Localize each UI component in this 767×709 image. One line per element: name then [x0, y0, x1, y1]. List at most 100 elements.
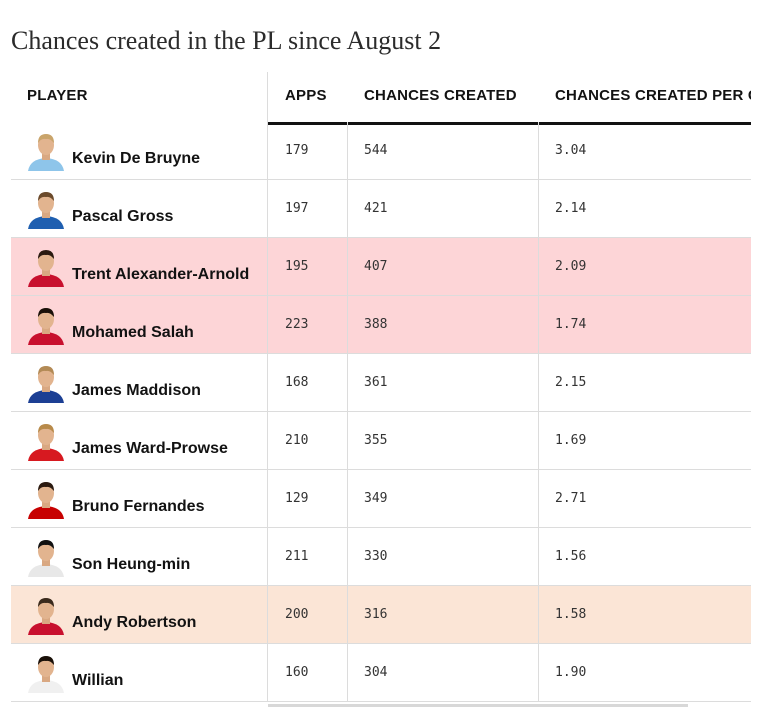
player-avatar — [26, 189, 66, 229]
player-cell: Son Heung-min — [11, 528, 268, 585]
column-divider — [347, 238, 348, 295]
player-cell: Kevin De Bruyne — [11, 122, 268, 179]
table-row: Mohamed Salah 223 388 1.74 — [11, 296, 751, 354]
column-divider — [347, 180, 348, 237]
chances-created-cell: 316 — [364, 607, 388, 622]
apps-cell: 211 — [285, 549, 309, 564]
chances-created-cell: 330 — [364, 549, 388, 564]
player-cell: Pascal Gross — [11, 180, 268, 237]
chances-per-game-cell: 1.58 — [555, 607, 587, 622]
column-divider — [538, 122, 539, 179]
table-row: James Maddison 168 361 2.15 — [11, 354, 751, 412]
column-divider — [347, 586, 348, 643]
column-divider — [347, 412, 348, 469]
stats-cells: 223 388 1.74 — [268, 296, 751, 353]
player-name: Willian — [72, 672, 124, 689]
apps-cell: 160 — [285, 665, 309, 680]
player-cell: Mohamed Salah — [11, 296, 268, 353]
column-header-chances-per-game[interactable]: CHANCES CREATED PER GAME — [555, 87, 751, 104]
stats-table: PLAYER APPS CHANCES CREATED CHANCES CREA… — [11, 72, 751, 709]
player-name: Kevin De Bruyne — [72, 150, 201, 167]
apps-cell: 223 — [285, 317, 309, 332]
column-divider — [538, 586, 539, 643]
page-title: Chances created in the PL since August 2 — [11, 26, 442, 55]
player-avatar — [26, 537, 66, 577]
chances-per-game-cell: 2.71 — [555, 491, 587, 506]
stats-cells: 160 304 1.90 — [268, 644, 751, 701]
column-header-apps[interactable]: APPS — [285, 87, 327, 104]
column-header-chances-created[interactable]: CHANCES CREATED — [364, 87, 517, 104]
stats-cells: 211 330 1.56 — [268, 528, 751, 585]
column-header-player[interactable]: PLAYER — [27, 87, 88, 104]
column-divider — [538, 412, 539, 469]
chances-created-cell: 544 — [364, 143, 388, 158]
column-divider — [347, 528, 348, 585]
chances-per-game-cell: 3.04 — [555, 143, 587, 158]
apps-cell: 129 — [285, 491, 309, 506]
player-cell: Trent Alexander-Arnold — [11, 238, 268, 295]
chances-created-cell: 361 — [364, 375, 388, 390]
player-avatar — [26, 421, 66, 461]
column-divider — [538, 528, 539, 585]
player-cell: James Maddison — [11, 354, 268, 411]
column-divider — [538, 238, 539, 295]
apps-cell: 197 — [285, 201, 309, 216]
apps-cell: 200 — [285, 607, 309, 622]
chances-per-game-cell: 2.09 — [555, 259, 587, 274]
player-cell: Andy Robertson — [11, 586, 268, 643]
table-row: Andy Robertson 200 316 1.58 — [11, 586, 751, 644]
player-avatar — [26, 305, 66, 345]
column-divider — [347, 470, 348, 527]
chances-created-cell: 421 — [364, 201, 388, 216]
column-divider — [347, 122, 348, 179]
apps-cell: 179 — [285, 143, 309, 158]
table-row: Bruno Fernandes 129 349 2.71 — [11, 470, 751, 528]
table-header: PLAYER APPS CHANCES CREATED CHANCES CREA… — [11, 72, 751, 125]
apps-cell: 168 — [285, 375, 309, 390]
stats-cells: 200 316 1.58 — [268, 586, 751, 643]
player-name: Mohamed Salah — [72, 324, 194, 341]
column-divider — [538, 296, 539, 353]
table-row: Son Heung-min 211 330 1.56 — [11, 528, 751, 586]
horizontal-scrollbar[interactable] — [268, 704, 688, 707]
column-divider — [538, 644, 539, 701]
stats-cells: 179 544 3.04 — [268, 122, 751, 179]
player-avatar — [26, 479, 66, 519]
player-name: Bruno Fernandes — [72, 498, 205, 515]
player-cell: Bruno Fernandes — [11, 470, 268, 527]
chances-per-game-cell: 1.56 — [555, 549, 587, 564]
column-divider — [347, 354, 348, 411]
stats-cells: 197 421 2.14 — [268, 180, 751, 237]
stats-cells: 195 407 2.09 — [268, 238, 751, 295]
table-row: Trent Alexander-Arnold 195 407 2.09 — [11, 238, 751, 296]
apps-cell: 210 — [285, 433, 309, 448]
column-divider — [538, 180, 539, 237]
column-divider — [347, 644, 348, 701]
chances-created-cell: 355 — [364, 433, 388, 448]
player-name: Andy Robertson — [72, 614, 197, 631]
chances-per-game-cell: 1.74 — [555, 317, 587, 332]
column-divider — [347, 296, 348, 353]
player-name: Son Heung-min — [72, 556, 191, 573]
chances-per-game-cell: 1.69 — [555, 433, 587, 448]
apps-cell: 195 — [285, 259, 309, 274]
header-divider — [267, 72, 268, 122]
player-avatar — [26, 653, 66, 693]
chances-per-game-cell: 2.15 — [555, 375, 587, 390]
chances-per-game-cell: 1.90 — [555, 665, 587, 680]
player-cell: James Ward-Prowse — [11, 412, 268, 469]
column-divider — [538, 470, 539, 527]
column-divider — [538, 354, 539, 411]
table-row: Pascal Gross 197 421 2.14 — [11, 180, 751, 238]
table-row: Willian 160 304 1.90 — [11, 644, 751, 702]
player-avatar — [26, 363, 66, 403]
player-name: Pascal Gross — [72, 208, 174, 225]
table-row: James Ward-Prowse 210 355 1.69 — [11, 412, 751, 470]
player-avatar — [26, 595, 66, 635]
stats-cells: 210 355 1.69 — [268, 412, 751, 469]
chances-per-game-cell: 2.14 — [555, 201, 587, 216]
stats-cells: 129 349 2.71 — [268, 470, 751, 527]
player-cell: Willian — [11, 644, 268, 701]
player-name: James Maddison — [72, 382, 201, 399]
chances-created-cell: 388 — [364, 317, 388, 332]
